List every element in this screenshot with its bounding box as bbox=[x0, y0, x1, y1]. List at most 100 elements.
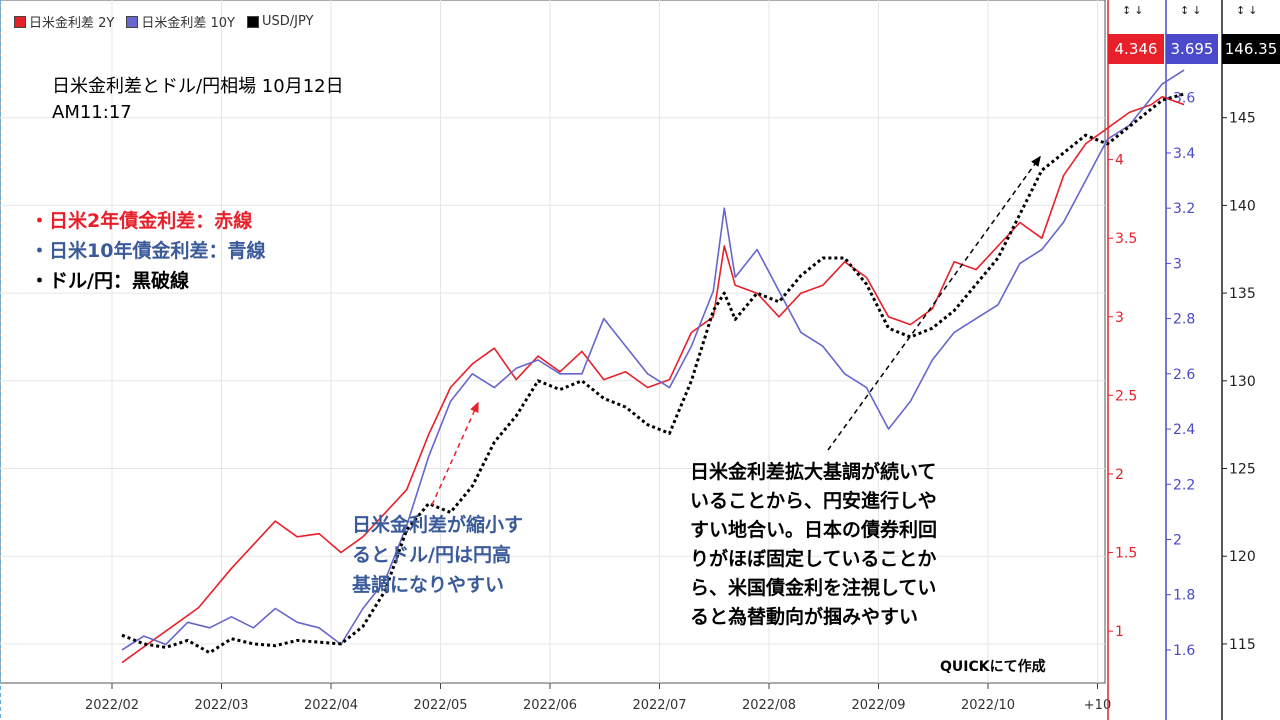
series-point-red bbox=[340, 552, 342, 554]
series-point-black bbox=[143, 643, 145, 645]
y-tick-label-red: 4 bbox=[1115, 153, 1124, 169]
series-point-black bbox=[559, 389, 561, 391]
series-notes: ・日米2年債金利差：赤線 ・日米10年債金利差：青線 ・ドル/円：黒破線 bbox=[30, 206, 265, 296]
series-point-black bbox=[1085, 134, 1087, 136]
series-point-blue bbox=[1151, 97, 1153, 99]
series-point-black bbox=[866, 284, 868, 286]
annotation-widening-line: ら、米国債金利を注視してい bbox=[690, 577, 937, 599]
series-point-black bbox=[822, 257, 824, 259]
series-point-black bbox=[888, 327, 890, 329]
legend-item-10y[interactable]: 日米金利差 10Y bbox=[126, 12, 235, 31]
series-point-black bbox=[647, 424, 649, 426]
annotation-widening-line: 日米金利差拡大基調が続いて bbox=[690, 461, 937, 483]
note-red: ・日米2年債金利差：赤線 bbox=[30, 210, 253, 232]
y-tick-label-red: 2.5 bbox=[1115, 388, 1137, 404]
series-point-red bbox=[822, 285, 824, 287]
badge-blue-current: 3.695 bbox=[1166, 34, 1218, 64]
series-point-red bbox=[603, 379, 605, 381]
y-tick-label-red: 1 bbox=[1115, 624, 1124, 640]
series-point-red bbox=[778, 316, 780, 318]
y-tick-label-black: 120 bbox=[1229, 549, 1256, 565]
legend-swatch-red bbox=[14, 15, 26, 28]
legend-swatch-black bbox=[246, 15, 259, 28]
legend-label-usdjpy: USD/JPY bbox=[261, 14, 314, 29]
series-point-red bbox=[975, 269, 977, 271]
series-point-black bbox=[340, 643, 342, 645]
series-point-blue bbox=[1085, 180, 1087, 182]
series-point-red bbox=[1151, 104, 1153, 106]
series-point-black bbox=[1129, 126, 1131, 128]
series-point-blue bbox=[975, 318, 977, 320]
chart-legend: 日米金利差 2Y 日米金利差 10Y USD/JPY bbox=[14, 12, 313, 31]
axis-scale-arrows-blue-icon[interactable]: ↕↓ bbox=[1180, 4, 1205, 17]
annotation-narrowing: 日米金利差が縮小す るとドル/円は円高 基調になりやすい bbox=[352, 510, 523, 600]
annotation-widening: 日米金利差拡大基調が続いて いることから、円安進行しや すい地合い。日本の債券利… bbox=[690, 458, 937, 632]
y-tick-label-blue: 2.2 bbox=[1173, 477, 1195, 493]
series-point-black bbox=[997, 257, 999, 259]
annotation-widening-line: すい地合い。日本の債券利回 bbox=[690, 519, 938, 541]
series-point-blue bbox=[428, 456, 430, 458]
axis-scale-arrows-black-icon[interactable]: ↕↓ bbox=[1236, 4, 1261, 17]
series-point-black bbox=[231, 638, 233, 640]
series-point-black bbox=[778, 301, 780, 303]
series-point-black bbox=[1161, 99, 1163, 101]
series-point-blue bbox=[143, 635, 145, 637]
series-point-blue bbox=[231, 616, 233, 618]
badge-black-current: 146.35 bbox=[1222, 34, 1280, 64]
series-point-blue bbox=[581, 373, 583, 375]
legend-swatch-blue bbox=[126, 15, 139, 28]
legend-item-usdjpy[interactable]: USD/JPY bbox=[246, 12, 314, 31]
series-point-black bbox=[253, 643, 255, 645]
x-tick-label: 2022/07 bbox=[632, 698, 686, 713]
x-tick-label: 2022/04 bbox=[304, 698, 358, 713]
series-point-blue bbox=[822, 345, 824, 347]
series-point-blue bbox=[669, 387, 671, 389]
series-point-red bbox=[1107, 127, 1109, 129]
series-point-blue bbox=[494, 387, 496, 389]
series-point-blue bbox=[844, 373, 846, 375]
note-black: ・ドル/円：黒破線 bbox=[30, 270, 189, 292]
series-point-red bbox=[231, 567, 233, 569]
x-tick-label: 2022/10 bbox=[961, 698, 1015, 713]
axis-scale-arrows-red-icon[interactable]: ↕↓ bbox=[1122, 4, 1147, 17]
series-point-black bbox=[296, 640, 298, 642]
series-point-black bbox=[1107, 143, 1109, 145]
series-point-red bbox=[997, 245, 999, 247]
series-point-blue bbox=[318, 627, 320, 629]
series-point-black bbox=[187, 640, 189, 642]
series-point-black bbox=[1019, 213, 1021, 215]
series-point-blue bbox=[121, 649, 123, 651]
series-point-blue bbox=[275, 608, 277, 610]
y-tick-label-black: 135 bbox=[1229, 286, 1256, 302]
series-point-black bbox=[713, 310, 715, 312]
annotation-arrow-black bbox=[827, 155, 1041, 451]
annotation-widening-line: りがほぼ固定していることか bbox=[690, 548, 937, 570]
series-point-black bbox=[472, 485, 474, 487]
series-point-red bbox=[1129, 112, 1131, 114]
series-point-red bbox=[472, 363, 474, 365]
series-point-black bbox=[121, 634, 123, 636]
series-point-blue bbox=[756, 249, 758, 251]
series-point-black bbox=[800, 275, 802, 277]
y-tick-label-blue: 2 bbox=[1173, 532, 1182, 548]
y-tick-label-blue: 2.8 bbox=[1173, 312, 1195, 328]
series-point-red bbox=[406, 489, 408, 491]
annotation-widening-line: いることから、円安進行しや bbox=[690, 490, 937, 512]
y-tick-label-blue: 3.4 bbox=[1173, 146, 1195, 162]
legend-item-2y[interactable]: 日米金利差 2Y bbox=[14, 12, 114, 31]
series-point-blue bbox=[472, 373, 474, 375]
series-point-blue bbox=[1161, 83, 1163, 85]
series-point-red bbox=[428, 434, 430, 436]
series-point-red bbox=[691, 332, 693, 334]
annotation-narrowing-line: るとドル/円は円高 bbox=[352, 544, 511, 566]
series-point-red bbox=[318, 533, 320, 535]
y-tick-label-blue: 2.6 bbox=[1173, 367, 1195, 383]
series-point-red bbox=[1019, 222, 1021, 224]
series-point-black bbox=[1063, 152, 1065, 154]
series-point-black bbox=[494, 441, 496, 443]
series-line-blue bbox=[121, 69, 1185, 651]
series-point-black bbox=[669, 433, 671, 435]
plot-frame bbox=[0, 0, 1106, 684]
x-tick-label: 2022/03 bbox=[194, 698, 248, 713]
